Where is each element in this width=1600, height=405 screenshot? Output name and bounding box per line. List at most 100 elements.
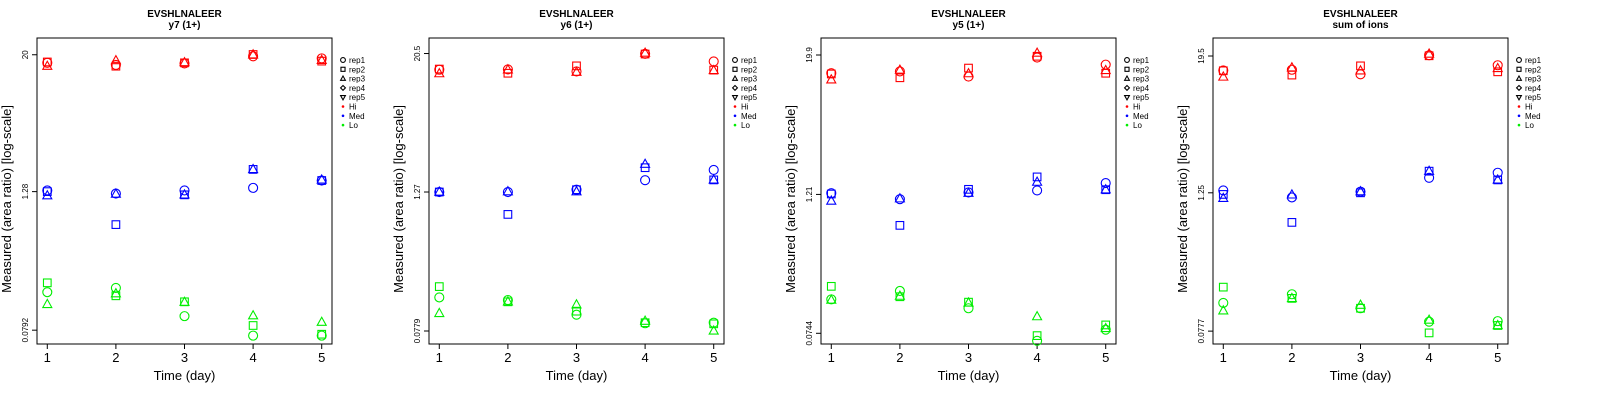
data-point-med-circle xyxy=(708,164,719,175)
x-tick-label: 1 xyxy=(436,350,443,365)
legend-label: rep1 xyxy=(741,56,758,65)
data-point-lo-square xyxy=(42,278,52,288)
x-tick-label: 2 xyxy=(896,350,903,365)
x-tick-label: 5 xyxy=(1102,350,1109,365)
data-point-lo-square xyxy=(826,281,836,291)
x-tick-label: 3 xyxy=(573,350,580,365)
data-point-med-triangle xyxy=(639,158,651,168)
legend-label: Hi xyxy=(349,103,357,112)
legend-label: rep5 xyxy=(741,93,758,102)
data-point-lo-triangle xyxy=(1423,313,1435,324)
data-point-hi-triangle xyxy=(825,73,837,84)
data-point-lo-square xyxy=(434,282,444,291)
data-point-med-circle xyxy=(1100,178,1111,189)
legend-label: Lo xyxy=(741,121,750,130)
y-axis-label: Measured (area ratio) [log-scale] xyxy=(0,105,14,293)
data-point-hi-circle xyxy=(1032,52,1043,63)
data-point-hi-square xyxy=(572,61,581,71)
data-point-hi-triangle xyxy=(247,48,259,59)
legend-dot-lo xyxy=(733,123,737,127)
legend-symbol-rep5 xyxy=(1515,94,1523,101)
data-point-lo-circle xyxy=(1100,324,1111,335)
data-point-med-square xyxy=(1287,218,1297,227)
data-point-med-circle xyxy=(1492,167,1503,178)
x-tick-label: 1 xyxy=(1220,350,1227,365)
legend-dot-med xyxy=(1125,114,1129,118)
data-point-med-square xyxy=(111,220,121,229)
legend-symbol-rep4 xyxy=(731,84,739,92)
legend-symbol-rep5 xyxy=(339,94,347,101)
data-point-med-triangle xyxy=(41,189,53,200)
legend-label: rep4 xyxy=(741,84,758,93)
data-point-med-square xyxy=(895,220,905,230)
legend-symbol-rep3 xyxy=(1123,74,1131,81)
legend-label: rep3 xyxy=(741,75,758,84)
data-point-med-triangle xyxy=(1217,192,1229,202)
data-point-hi-circle xyxy=(894,66,905,77)
data-point-lo-triangle xyxy=(1031,310,1043,321)
data-point-med-triangle xyxy=(894,192,906,203)
x-tick-label: 2 xyxy=(504,350,511,365)
data-point-lo-square xyxy=(317,329,327,339)
data-point-lo-triangle xyxy=(639,315,651,325)
legend-dot-lo xyxy=(1125,123,1129,127)
data-point-hi-triangle xyxy=(963,67,974,78)
chart-title: EVSHLNALEER xyxy=(931,9,1006,20)
data-point-med-triangle xyxy=(1100,183,1112,194)
data-point-hi-square xyxy=(1356,61,1365,71)
legend-dot-hi xyxy=(1125,105,1129,108)
legend-label: rep1 xyxy=(349,56,366,65)
x-tick-label: 3 xyxy=(965,350,972,365)
legend-label: rep4 xyxy=(1133,84,1150,93)
legend-symbol-rep2 xyxy=(1124,66,1130,72)
data-point-med-circle xyxy=(640,175,651,186)
y-tick-label: 0.0744 xyxy=(805,321,814,346)
legend-label: Med xyxy=(349,112,365,121)
data-point-lo-triangle xyxy=(1492,319,1504,330)
data-point-med-triangle xyxy=(1286,188,1298,199)
data-point-hi-circle xyxy=(1492,60,1503,71)
x-tick-label: 4 xyxy=(641,350,648,365)
legend-symbol-rep1 xyxy=(340,57,346,63)
data-point-med-circle xyxy=(1424,172,1435,183)
legend-label: Med xyxy=(1525,112,1541,121)
plot-frame xyxy=(428,37,725,345)
data-point-hi-triangle xyxy=(1217,70,1229,81)
data-point-med-circle xyxy=(571,184,582,195)
data-point-hi-triangle xyxy=(639,46,651,57)
data-point-med-square xyxy=(503,210,513,219)
legend-symbol-rep1 xyxy=(732,57,738,63)
data-point-lo-circle xyxy=(1218,297,1229,308)
legend-dot-hi xyxy=(341,105,345,108)
x-tick-label: 1 xyxy=(828,350,835,365)
legend-label: Hi xyxy=(1525,103,1533,112)
x-tick-label: 3 xyxy=(1357,350,1364,365)
data-point-lo-circle xyxy=(248,330,259,341)
data-point-med-triangle xyxy=(433,185,445,196)
data-point-lo-circle xyxy=(1032,335,1043,346)
data-point-med-triangle xyxy=(247,163,259,174)
data-point-hi-triangle xyxy=(894,64,906,74)
data-point-lo-triangle xyxy=(1286,292,1298,303)
y-axis-label: Measured (area ratio) [log-scale] xyxy=(1175,105,1190,293)
legend-symbol-rep1 xyxy=(1516,57,1522,63)
legend-symbol-rep5 xyxy=(1123,94,1131,101)
legend-label: Med xyxy=(1133,112,1149,121)
data-point-hi-square xyxy=(826,69,836,79)
data-point-med-square xyxy=(1218,190,1228,199)
data-point-lo-triangle xyxy=(571,298,582,309)
data-point-hi-triangle xyxy=(179,56,190,67)
legend-label: rep3 xyxy=(1525,75,1542,84)
data-point-hi-triangle xyxy=(433,67,445,78)
x-tick-label: 4 xyxy=(1425,350,1432,365)
data-point-med-square xyxy=(1032,172,1042,182)
x-axis-label: Time (day) xyxy=(938,368,1000,383)
data-point-med-triangle xyxy=(110,187,122,198)
data-point-lo-square xyxy=(1032,331,1042,340)
data-point-med-triangle xyxy=(316,173,328,184)
